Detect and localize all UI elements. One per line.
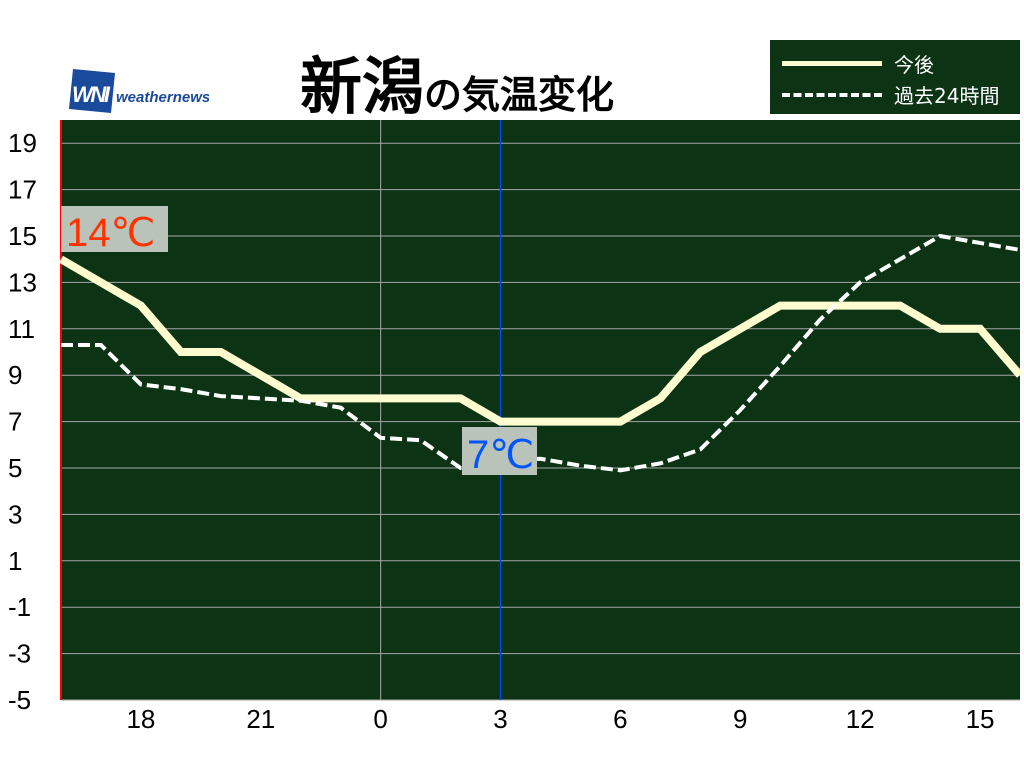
x-tick-label: 12: [846, 704, 875, 734]
low-temp-label: 7℃: [467, 433, 534, 477]
x-tick-label: 3: [493, 704, 507, 734]
legend-label-forecast: 今後: [894, 53, 934, 77]
legend-item-forecast: 今後: [782, 49, 934, 78]
y-tick-label: 7: [8, 407, 22, 437]
current-temp-label: 14℃: [66, 211, 155, 255]
y-tick-label: 11: [8, 314, 35, 344]
x-tick-label: 18: [126, 704, 155, 734]
legend-label-past: 過去24時間: [894, 84, 1000, 108]
x-tick-label: 21: [246, 704, 275, 734]
y-tick-label: 19: [8, 128, 37, 158]
svg-text:weathernews: weathernews: [116, 89, 209, 106]
title-suffix: の気温変化: [424, 73, 615, 117]
y-tick-label: 13: [8, 267, 37, 297]
svg-text:WNI: WNI: [72, 82, 111, 107]
title-place: 新潟: [300, 50, 425, 123]
y-tick-label: -5: [8, 685, 31, 715]
low-temp-badge: [462, 427, 537, 475]
y-tick-label: 17: [8, 175, 37, 205]
x-tick-label: 9: [733, 704, 747, 734]
y-tick-label: -3: [8, 639, 31, 669]
legend-item-past: 過去24時間: [782, 80, 999, 109]
chart-title: 新潟の気温変化: [300, 36, 614, 126]
y-tick-label: -1: [8, 592, 31, 622]
x-tick-label: 6: [613, 704, 627, 734]
solid-line-swatch: [782, 61, 882, 66]
y-tick-label: 9: [8, 360, 22, 390]
weathernews-logo: WNI weathernews: [69, 69, 210, 114]
dashed-line-swatch: [782, 92, 882, 97]
plot-area: [61, 120, 1020, 700]
y-tick-label: 1: [8, 546, 22, 576]
legend: 今後 過去24時間: [770, 40, 1020, 114]
x-tick-label: 15: [966, 704, 995, 734]
current-temp-badge: [61, 206, 168, 252]
y-tick-label: 15: [8, 221, 37, 251]
y-tick-label: 5: [8, 453, 22, 483]
x-tick-label: 0: [373, 704, 387, 734]
y-tick-label: 3: [8, 499, 22, 529]
